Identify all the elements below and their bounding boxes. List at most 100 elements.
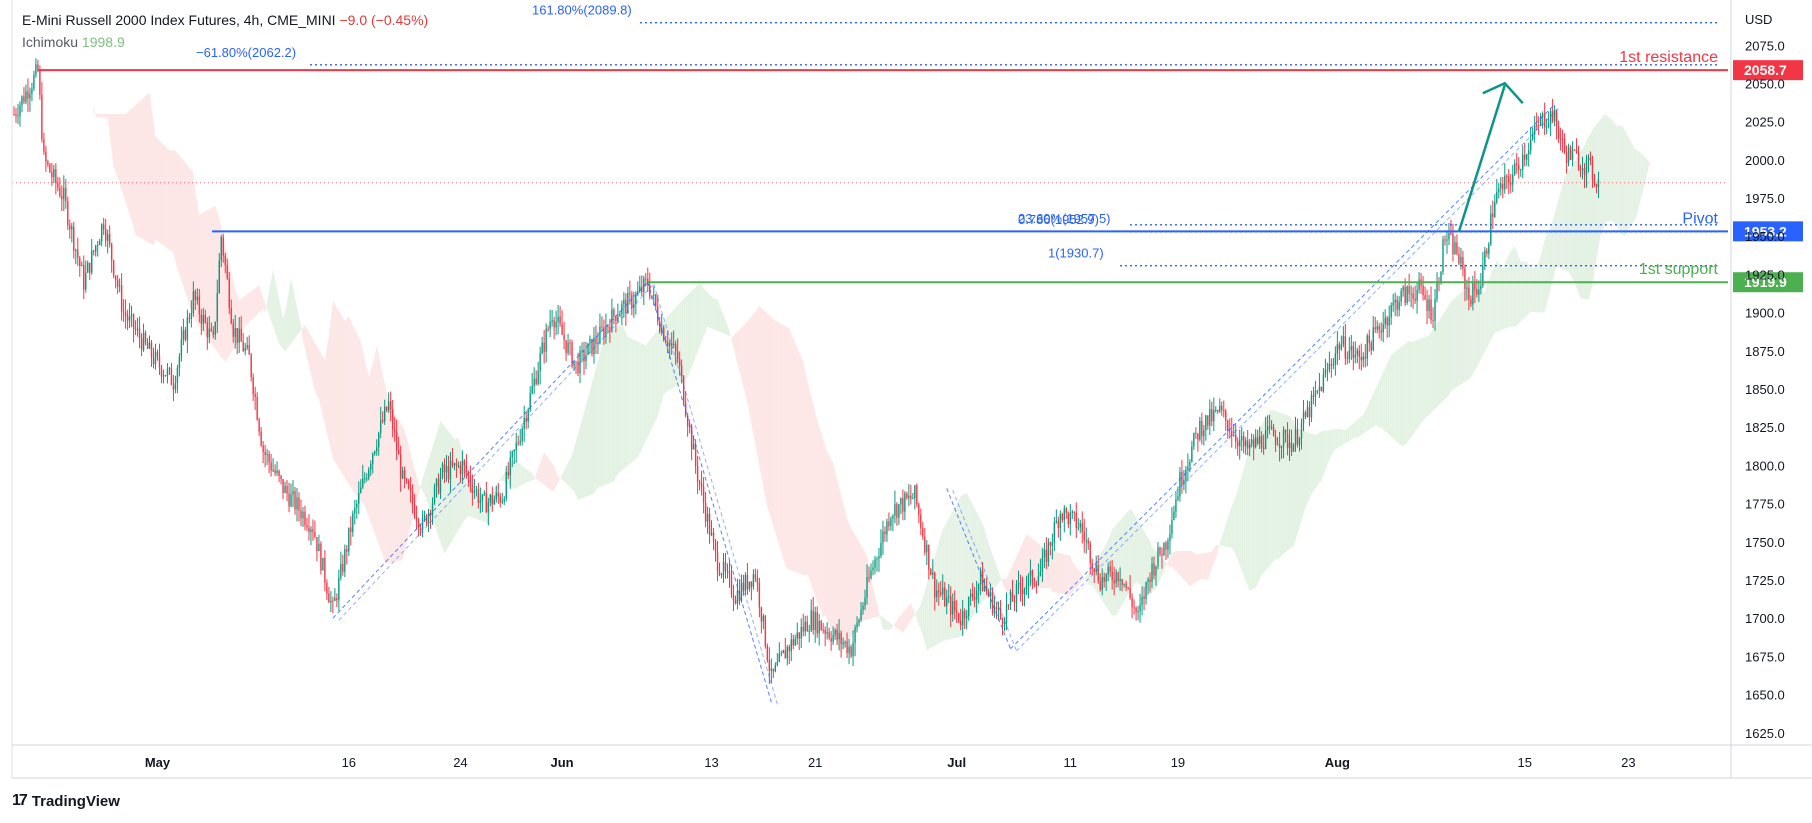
cloud-segment [1317, 432, 1320, 487]
cloud-segment [1544, 233, 1547, 313]
candle-body [210, 328, 213, 331]
cloud-segment [1335, 428, 1338, 450]
candle-body [1129, 588, 1131, 598]
candle-body [413, 504, 416, 517]
candle-body [828, 632, 830, 638]
y-tick-label: 1950.0 [1745, 229, 1785, 244]
cloud-segment [111, 114, 114, 168]
candle-body [888, 521, 890, 527]
candle-body [902, 498, 904, 512]
cloud-segment [1140, 524, 1143, 586]
candle-body [1482, 265, 1484, 286]
cloud-segment [908, 602, 911, 624]
candle-body [788, 647, 790, 652]
candle-body [473, 490, 476, 494]
candle-body [858, 619, 860, 623]
cloud-segment [95, 114, 98, 118]
candle-body [1480, 285, 1482, 290]
cloud-segment [1490, 269, 1493, 341]
candle-body [435, 478, 438, 487]
cloud-segment [994, 560, 997, 588]
cloud-segment [1411, 341, 1414, 437]
candle-body [1103, 576, 1105, 582]
cloud-segment [936, 542, 939, 645]
candle-body [961, 610, 964, 626]
cloud-segment [302, 324, 305, 350]
candle-body [665, 340, 667, 343]
candle-body [730, 574, 733, 595]
candle-body [198, 296, 201, 315]
cloud-segment [1498, 263, 1501, 331]
candle-body [1412, 293, 1414, 299]
cloud-segment [719, 304, 722, 333]
candle-body [19, 105, 21, 116]
candle-body [1147, 579, 1149, 582]
cloud-segment [1066, 554, 1069, 595]
candle-body [595, 337, 597, 344]
candle-body [1382, 324, 1384, 333]
candle-body [569, 342, 571, 344]
cloud-segment [1086, 573, 1089, 584]
candle-body [202, 315, 205, 324]
cloud-segment [1034, 540, 1037, 589]
candle-body [790, 639, 792, 652]
y-tick-label: 1700.0 [1745, 611, 1785, 626]
cloud-segment [1146, 534, 1149, 590]
candle-body [1350, 346, 1353, 351]
candle-body [1099, 580, 1101, 590]
cloud-segment [1110, 529, 1113, 616]
cloud-segment [161, 142, 164, 246]
candle-body [431, 502, 434, 516]
cloud-segment [1175, 550, 1178, 574]
cloud-segment [1363, 410, 1366, 434]
candle-body [1278, 444, 1281, 448]
cloud-segment [1235, 489, 1238, 560]
cloud-segment [615, 326, 618, 478]
candle-body [51, 172, 53, 177]
cloud-segment [390, 406, 393, 563]
candle-body [1516, 163, 1518, 165]
cloud-segment [1522, 261, 1525, 320]
candle-body [1326, 369, 1329, 371]
candle-body [1153, 563, 1155, 576]
candle-body [1442, 239, 1444, 273]
candle-body [798, 632, 800, 639]
candle-body [214, 321, 216, 335]
cloud-segment [203, 211, 206, 336]
candle-body [1589, 157, 1592, 161]
candle-body [690, 426, 693, 450]
cloud-segment [1181, 550, 1184, 580]
trend-channel-line [1010, 106, 1553, 650]
cloud-segment [127, 110, 130, 215]
x-tick-label: Jul [947, 755, 966, 770]
cloud-segment [773, 319, 776, 533]
cloud-segment [105, 114, 108, 118]
candle-body [250, 354, 252, 378]
candle-body [1113, 580, 1115, 584]
cloud-segment [368, 370, 371, 523]
cloud-segment [546, 454, 549, 488]
cloud-segment [117, 114, 120, 184]
cloud-segment [291, 278, 294, 344]
candle-body [228, 278, 230, 309]
candle-body [505, 472, 507, 500]
tradingview-brand[interactable]: 17 TradingView [12, 792, 120, 810]
candle-body [914, 485, 916, 499]
candle-body [118, 285, 121, 287]
cloud-segment [1177, 550, 1180, 576]
candle-body [308, 527, 310, 533]
candle-body [1378, 326, 1380, 331]
cloud-segment [129, 108, 132, 221]
key-level-name: 1st resistance [1619, 49, 1718, 66]
candle-body [459, 465, 462, 474]
candle-body [1195, 432, 1197, 434]
candle-body [1237, 441, 1239, 447]
cloud-segment [1442, 311, 1445, 402]
cloud-segment [942, 525, 945, 642]
cloud-segment [675, 305, 678, 386]
cloud-segment [354, 329, 357, 496]
candle-body [1033, 583, 1036, 585]
candle-body [1189, 461, 1191, 467]
candle-body [806, 621, 808, 632]
